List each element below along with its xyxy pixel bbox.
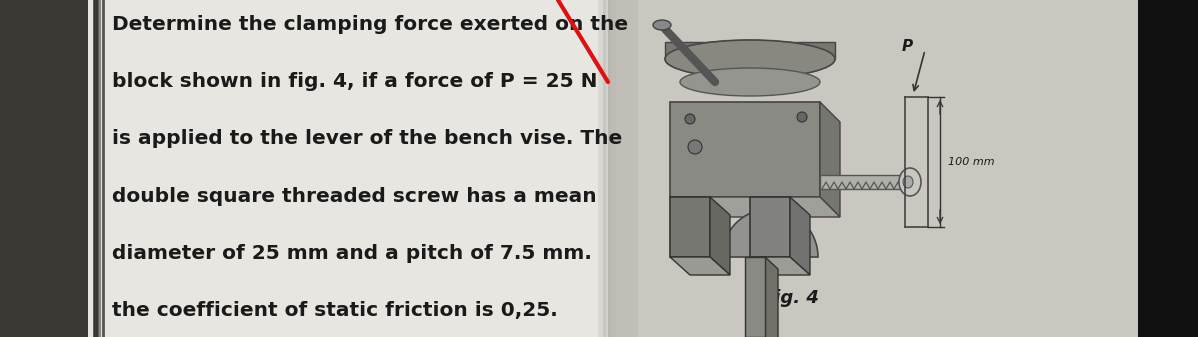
Polygon shape	[819, 102, 840, 217]
Bar	[609, 0, 1138, 337]
Text: P: P	[902, 39, 913, 54]
Text: Fig. 4: Fig. 4	[762, 289, 818, 307]
Bar	[819, 175, 904, 189]
Polygon shape	[670, 197, 840, 217]
Polygon shape	[665, 42, 835, 59]
Ellipse shape	[903, 176, 913, 188]
Wedge shape	[722, 209, 818, 257]
Circle shape	[685, 114, 695, 124]
Bar	[609, 0, 639, 337]
Ellipse shape	[898, 168, 921, 196]
Polygon shape	[670, 257, 730, 275]
Polygon shape	[750, 257, 810, 275]
Polygon shape	[710, 197, 730, 275]
Bar	[603, 0, 611, 337]
Ellipse shape	[653, 20, 671, 30]
Bar	[0, 0, 87, 337]
Ellipse shape	[665, 40, 835, 78]
Bar	[598, 0, 606, 337]
Polygon shape	[670, 197, 710, 257]
Polygon shape	[745, 257, 766, 337]
Text: the coefficient of static friction is 0,25.: the coefficient of static friction is 0,…	[111, 301, 558, 320]
Text: Determine the clamping force exerted on the: Determine the clamping force exerted on …	[111, 15, 628, 34]
Text: double square threaded screw has a mean: double square threaded screw has a mean	[111, 187, 597, 206]
Text: 100 mm: 100 mm	[948, 157, 994, 167]
Polygon shape	[750, 197, 789, 257]
Polygon shape	[766, 257, 778, 337]
Circle shape	[688, 140, 702, 154]
Text: block shown in fig. 4, if a force of P = 25 N: block shown in fig. 4, if a force of P =…	[111, 72, 598, 91]
Circle shape	[797, 112, 807, 122]
Text: diameter of 25 mm and a pitch of 7.5 mm.: diameter of 25 mm and a pitch of 7.5 mm.	[111, 244, 592, 263]
Bar	[609, 0, 616, 337]
Bar	[87, 0, 609, 337]
Text: is applied to the lever of the bench vise. The: is applied to the lever of the bench vis…	[111, 129, 622, 148]
Bar	[1138, 0, 1198, 337]
Polygon shape	[789, 197, 810, 275]
Polygon shape	[670, 102, 819, 197]
Ellipse shape	[680, 68, 819, 96]
